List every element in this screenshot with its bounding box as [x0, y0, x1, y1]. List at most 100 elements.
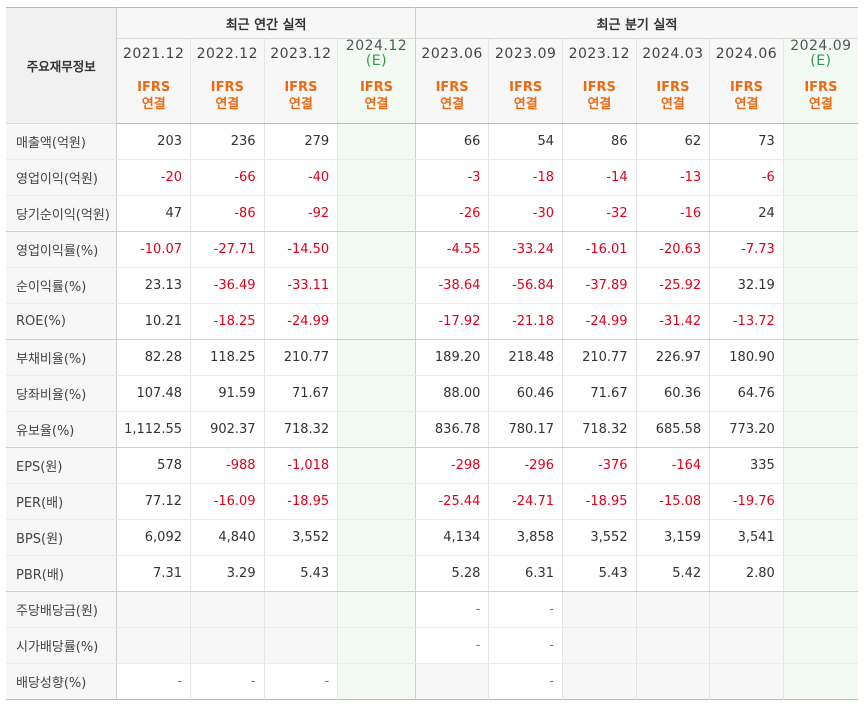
table-cell	[783, 339, 858, 376]
table-cell: -296	[488, 447, 563, 484]
table-cell: 718.32	[562, 411, 637, 448]
basis-scope: 연결	[513, 97, 538, 112]
table-cell: 685.58	[636, 411, 711, 448]
table-cell: 780.17	[488, 411, 563, 448]
table-cell: 210.77	[264, 339, 339, 376]
table-cell: 279	[264, 123, 339, 160]
basis-standard: IFRS	[582, 80, 616, 95]
table-cell: -40	[264, 159, 339, 196]
table-cell	[783, 303, 858, 340]
table-cell: -18.95	[264, 483, 339, 520]
table-cell: 77.12	[116, 483, 191, 520]
table-cell	[783, 159, 858, 196]
row-label-header: 주요재무정보	[6, 7, 118, 124]
table-cell: -86	[190, 195, 265, 232]
table-cell: 3,552	[264, 519, 339, 556]
table-row: 유보율(%) 1,112.55 902.37 718.32 836.78 780.17 71…	[6, 411, 858, 448]
table-cell: 578	[116, 447, 191, 484]
table-cell: 226.97	[636, 339, 711, 376]
table-cell: -	[488, 591, 563, 628]
table-cell	[783, 591, 858, 628]
table-cell	[264, 591, 339, 628]
table-cell: 6.31	[488, 555, 563, 592]
table-cell: -24.99	[264, 303, 339, 340]
table-row: BPS(원) 6,092 4,840 3,552 4,134 3,858 3,552 3,15…	[6, 519, 858, 556]
table-cell: 66	[415, 123, 490, 160]
table-cell: -13	[636, 159, 711, 196]
table-cell: -25.92	[636, 267, 711, 304]
table-cell	[337, 375, 416, 412]
table-cell: -31.42	[636, 303, 711, 340]
table-cell: 91.59	[190, 375, 265, 412]
table-row: PER(배) 77.12 -16.09 -18.95 -25.44 -24.71 -18.9…	[6, 483, 858, 520]
basis-scope: 연결	[440, 97, 465, 112]
basis-standard: IFRS	[804, 80, 838, 95]
table-cell: 3.29	[190, 555, 265, 592]
table-cell	[636, 663, 711, 700]
basis-header: IFRS 연결	[264, 69, 339, 124]
table-cell: -3	[415, 159, 490, 196]
table-cell	[415, 663, 490, 700]
table-cell	[190, 627, 265, 664]
table-cell	[562, 591, 637, 628]
table-cell: -14	[562, 159, 637, 196]
row-label: EPS(원)	[6, 447, 118, 484]
table-cell	[783, 123, 858, 160]
row-label: 시가배당률(%)	[6, 627, 118, 664]
table-cell: 5.43	[264, 555, 339, 592]
period-label: 2023.06	[421, 46, 483, 62]
table-cell: 23.13	[116, 267, 191, 304]
table-cell: 836.78	[415, 411, 490, 448]
table-cell	[783, 195, 858, 232]
table-cell: -	[264, 663, 339, 700]
table-cell: -	[190, 663, 265, 700]
table-cell: 5.42	[636, 555, 711, 592]
table-cell: -16	[636, 195, 711, 232]
row-label: 순이익률(%)	[6, 267, 118, 304]
row-label: 부채비율(%)	[6, 339, 118, 376]
basis-standard: IFRS	[435, 80, 469, 95]
basis-scope: 연결	[364, 97, 389, 112]
table-cell: -30	[488, 195, 563, 232]
table-cell	[562, 663, 637, 700]
table-cell: 82.28	[116, 339, 191, 376]
table-cell	[783, 411, 858, 448]
period-header: 2021.12	[116, 38, 191, 69]
table-row: 매출액(억원) 203 236 279 66 54 86 62 73	[6, 123, 858, 160]
table-cell: 3,552	[562, 519, 637, 556]
table-cell: -33.24	[488, 231, 563, 268]
table-cell: -38.64	[415, 267, 490, 304]
table-cell: 32.19	[709, 267, 784, 304]
table-cell: 180.90	[709, 339, 784, 376]
table-cell: -6	[709, 159, 784, 196]
row-label: 당기순이익(억원)	[6, 195, 118, 232]
table-cell: -	[488, 663, 563, 700]
row-label: 배당성향(%)	[6, 663, 118, 700]
basis-standard: IFRS	[509, 80, 543, 95]
basis-standard: IFRS	[284, 80, 318, 95]
table-cell: 5.28	[415, 555, 490, 592]
table-cell: 7.31	[116, 555, 191, 592]
basis-header: IFRS 연결	[488, 69, 563, 124]
basis-scope: 연결	[734, 97, 759, 112]
period-header: 2024.09 (E)	[783, 38, 858, 69]
period-header: 2024.03	[636, 38, 711, 69]
financial-summary-table-container: 주요재무정보 최근 연간 실적 최근 분기 실적 2021.12 2022.12 2…	[6, 7, 858, 700]
table-cell: -	[116, 663, 191, 700]
table-row: 순이익률(%) 23.13 -36.49 -33.11 -38.64 -56.84 -37.…	[6, 267, 858, 304]
basis-scope: 연결	[808, 97, 833, 112]
table-cell: 86	[562, 123, 637, 160]
table-cell: -24.99	[562, 303, 637, 340]
period-label: 2024.09	[790, 38, 852, 54]
table-row: PBR(배) 7.31 3.29 5.43 5.28 6.31 5.43 5.42 2.80	[6, 555, 858, 592]
table-cell: -14.50	[264, 231, 339, 268]
row-label: 유보율(%)	[6, 411, 118, 448]
table-cell: -298	[415, 447, 490, 484]
table-cell	[337, 267, 416, 304]
table-cell	[562, 627, 637, 664]
period-label: 2023.09	[495, 46, 557, 62]
basis-scope: 연결	[215, 97, 240, 112]
quarter-section-title: 최근 분기 실적	[415, 7, 858, 39]
basis-header: IFRS 연결	[337, 69, 416, 124]
row-label: PER(배)	[6, 483, 118, 520]
